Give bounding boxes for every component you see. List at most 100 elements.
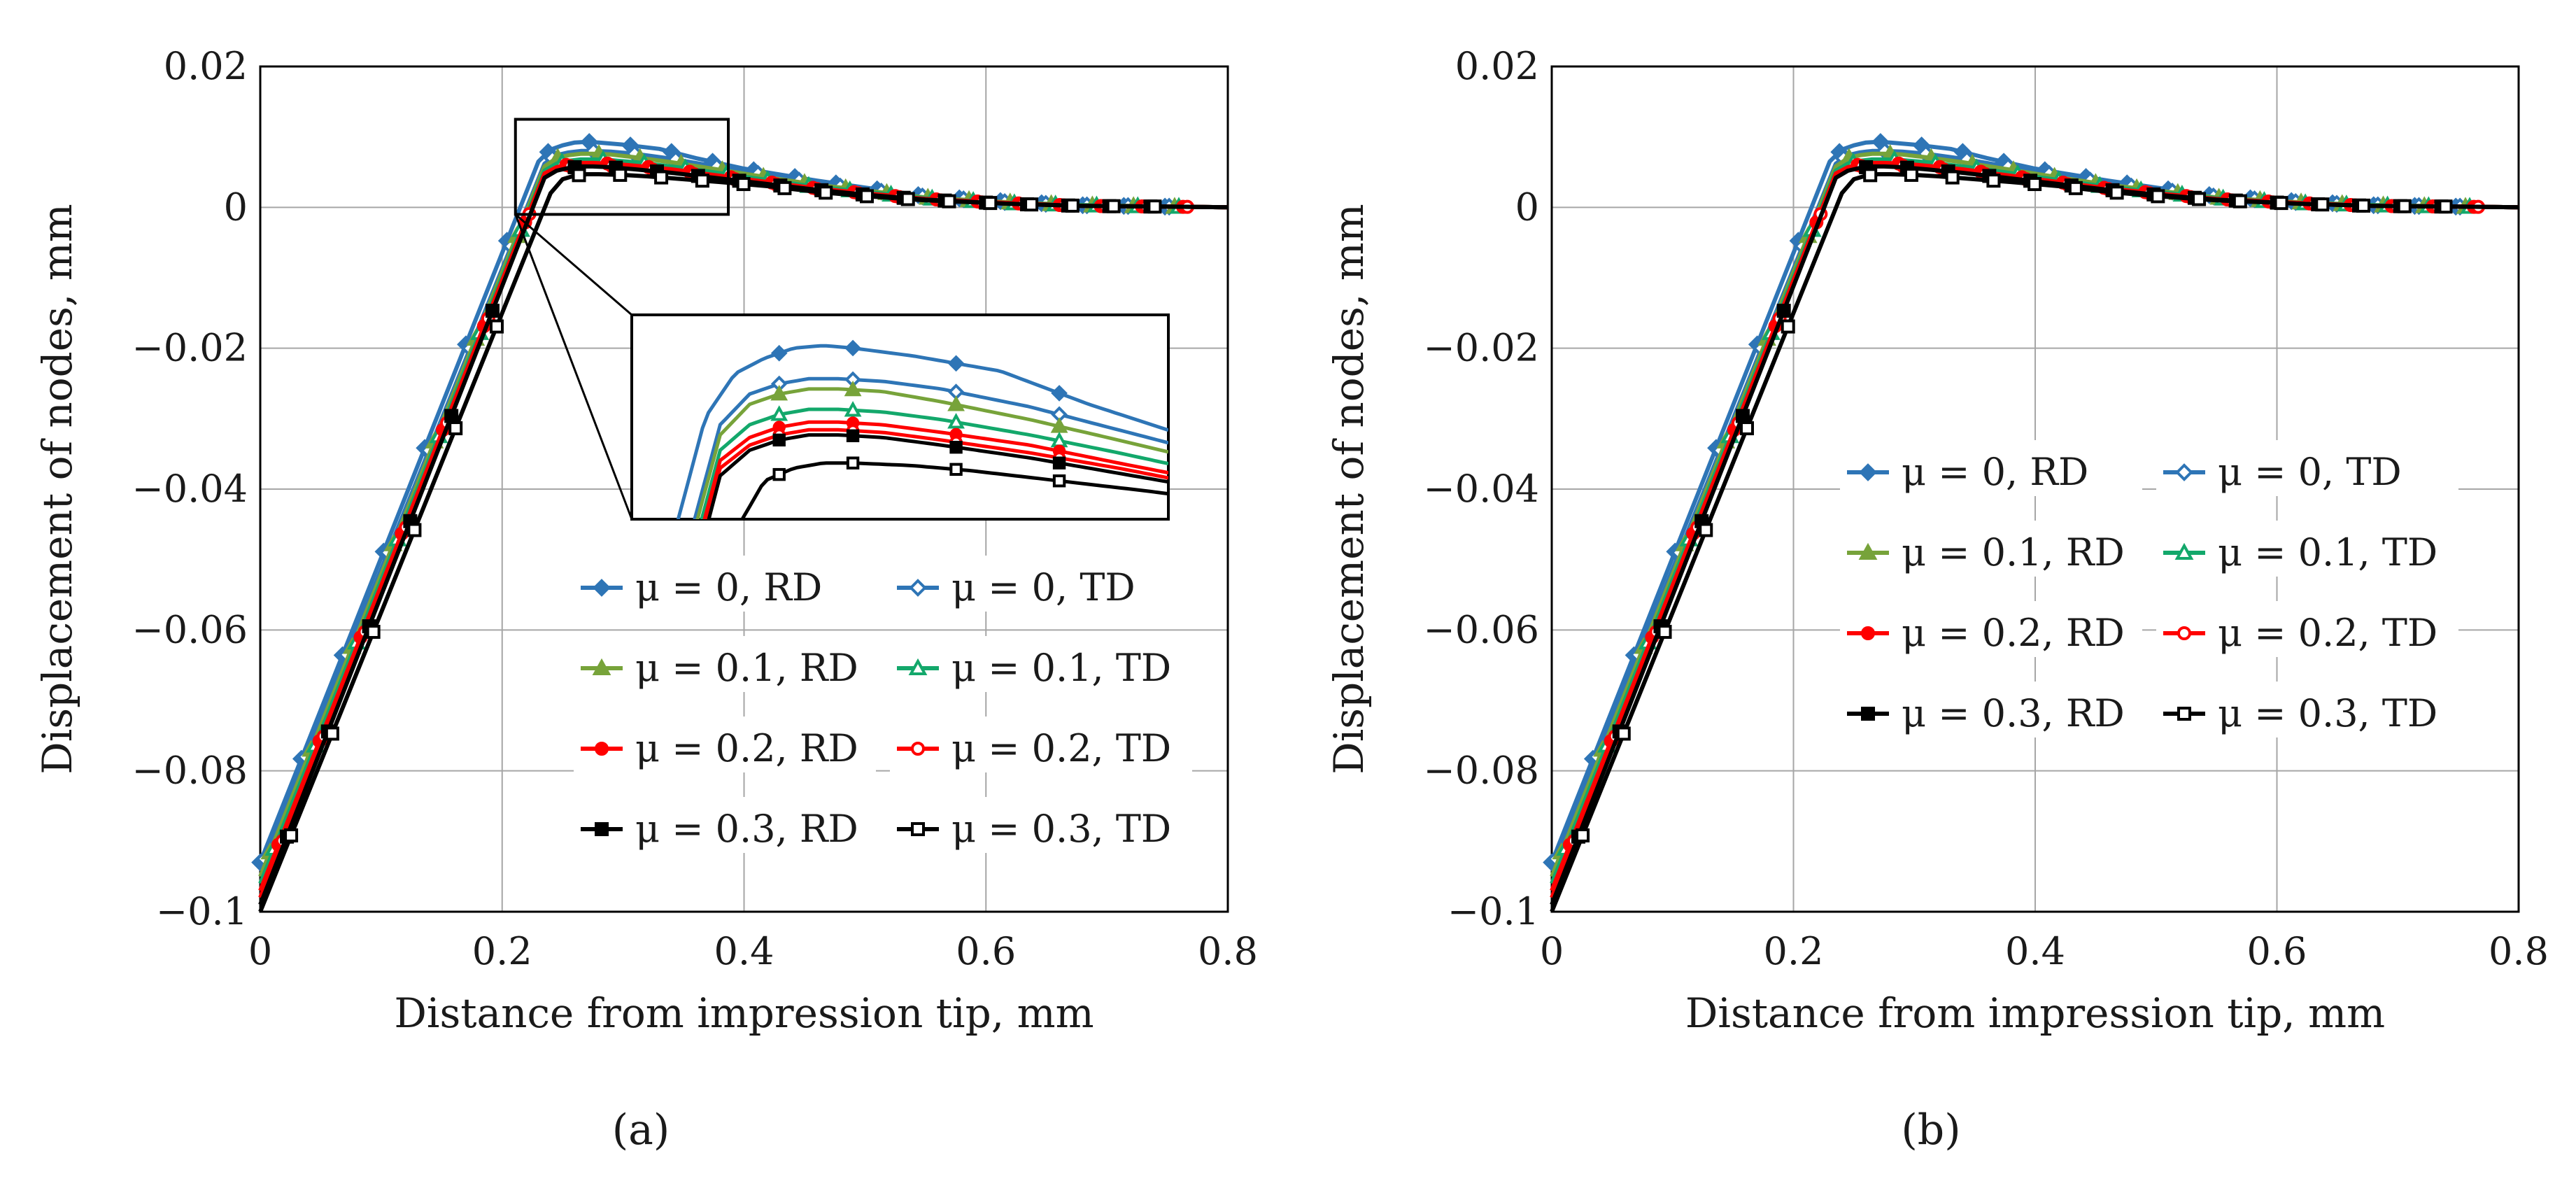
- inset-data-point: [844, 401, 862, 417]
- inset-data-point: [1050, 417, 1068, 433]
- legend: μ = 0, RD μ = 0, TD μ = 0.1, RD μ = 0.1, TD…: [574, 556, 1192, 853]
- data-point: [1739, 421, 1754, 436]
- legend-item: μ = 0.3, RD: [574, 797, 876, 853]
- y-axis-title: Displacement of nodes, mm: [1325, 204, 1373, 774]
- inset-data-point: [772, 433, 786, 447]
- x-tick-label: 0.6: [2247, 929, 2307, 973]
- data-point: [777, 181, 792, 195]
- legend-item-background: [2156, 682, 2458, 737]
- legend-label: μ = 0, TD: [951, 565, 1135, 609]
- data-point: [2109, 185, 2124, 200]
- legend-marker: [909, 579, 927, 597]
- data-point: [859, 189, 874, 204]
- y-tick-label: 0.02: [164, 44, 248, 88]
- x-axis-title: Distance from impression tip, mm: [394, 989, 1094, 1037]
- legend-item-background: [574, 717, 876, 772]
- legend-marker: [1859, 463, 1877, 481]
- inset-data-point: [947, 355, 965, 372]
- data-point: [2027, 177, 2042, 192]
- legend-marker: [592, 658, 611, 675]
- x-tick-label: 0.2: [1764, 929, 1824, 973]
- legend-marker: [1858, 542, 1878, 560]
- legend-item-background: [574, 556, 876, 612]
- legend-item-background: [2156, 601, 2458, 657]
- legend-item-background: [1840, 682, 2142, 737]
- data-point: [366, 624, 381, 639]
- chart-panel-a: 0 0.2 0.4 0.6 0.8 0.02 0 −0.02 −0.04 −0.06 −0.08 −0…: [34, 44, 1258, 1155]
- series-7: [258, 167, 1229, 913]
- inset-chart: [630, 313, 1170, 521]
- legend-marker: [908, 658, 928, 675]
- inset-data-point: [846, 429, 860, 442]
- inset-series-line: [702, 420, 1168, 519]
- legend-item: μ = 0.1, TD: [890, 636, 1192, 692]
- legend-label: μ = 0, TD: [2218, 450, 2402, 494]
- legend: μ = 0, RD μ = 0, TD μ = 0.1, RD μ = 0.1, TD…: [1840, 440, 2458, 737]
- legend-label: μ = 0.2, TD: [2218, 611, 2437, 655]
- zoom-region-box: [514, 118, 730, 216]
- inset-series-line: [740, 461, 1168, 519]
- inset-data-point: [770, 405, 788, 421]
- y-tick-label: −0.02: [1424, 326, 1539, 370]
- data-point: [1735, 409, 1750, 423]
- legend-item: μ = 0.3, RD: [1840, 682, 2142, 737]
- legend-marker: [593, 579, 611, 597]
- data-point: [613, 167, 628, 182]
- legend-item-background: [574, 636, 876, 692]
- panel-label: (b): [1901, 1106, 1960, 1155]
- legend-marker: [2175, 463, 2193, 481]
- y-tick-label: −0.08: [1424, 749, 1539, 793]
- inset-series: [676, 339, 1168, 519]
- legend-label: μ = 0.1, TD: [2218, 530, 2437, 574]
- legend-marker: [2177, 707, 2191, 721]
- data-point: [2151, 189, 2165, 204]
- data-point: [1147, 199, 1162, 214]
- legend-marker: [911, 822, 925, 836]
- legend-label: μ = 0, RD: [635, 565, 822, 609]
- legend-item-background: [1840, 521, 2142, 577]
- x-axis-title: Distance from impression tip, mm: [1685, 989, 2385, 1037]
- inset-data-point: [949, 440, 963, 454]
- inset-data-point: [844, 380, 862, 397]
- legend-item: μ = 0.1, RD: [574, 636, 876, 692]
- legend-label: μ = 0.3, TD: [951, 807, 1171, 851]
- data-point: [444, 409, 459, 423]
- y-tick-label: −0.04: [1424, 467, 1539, 511]
- inset-series-line: [676, 344, 1168, 519]
- legend-label: μ = 0.1, RD: [1902, 530, 2125, 574]
- plot-frame: [259, 65, 1229, 913]
- legend-marker: [2174, 542, 2194, 560]
- legend-item-background: [890, 717, 1192, 772]
- legend-item: μ = 0.2, TD: [2156, 601, 2458, 657]
- y-tick-label: −0.1: [1448, 889, 1539, 933]
- legend-label: μ = 0.2, RD: [1902, 611, 2125, 655]
- series-group: [1543, 133, 2519, 913]
- x-tick-label: 0.6: [956, 929, 1016, 973]
- y-tick-label: 0: [224, 185, 248, 229]
- y-tick-label: 0.02: [1455, 44, 1539, 88]
- data-point: [1863, 168, 1878, 183]
- legend-marker: [595, 742, 609, 756]
- zoom-connector: [514, 213, 633, 520]
- data-point: [1065, 198, 1080, 213]
- zoom-connector: [514, 213, 632, 316]
- legend-item-background: [2156, 440, 2458, 496]
- data-point: [1986, 174, 2001, 188]
- data-point: [1945, 170, 1960, 185]
- data-point: [2192, 192, 2207, 206]
- legend-marker: [595, 822, 609, 836]
- x-tick-label: 0.2: [472, 929, 532, 973]
- y-tick-label: −0.1: [156, 889, 248, 933]
- inset-data-point: [770, 344, 788, 362]
- data-point: [2438, 199, 2453, 214]
- data-point: [2315, 197, 2330, 212]
- x-tick-label: 0: [248, 929, 272, 973]
- data-point: [900, 192, 915, 206]
- inset-data-point: [846, 456, 860, 470]
- plot-frame: [1550, 65, 2520, 913]
- legend-item-background: [890, 636, 1192, 692]
- legend-item: μ = 0, TD: [890, 556, 1192, 612]
- inset-series-line: [700, 407, 1168, 519]
- inset-series-line: [707, 433, 1168, 519]
